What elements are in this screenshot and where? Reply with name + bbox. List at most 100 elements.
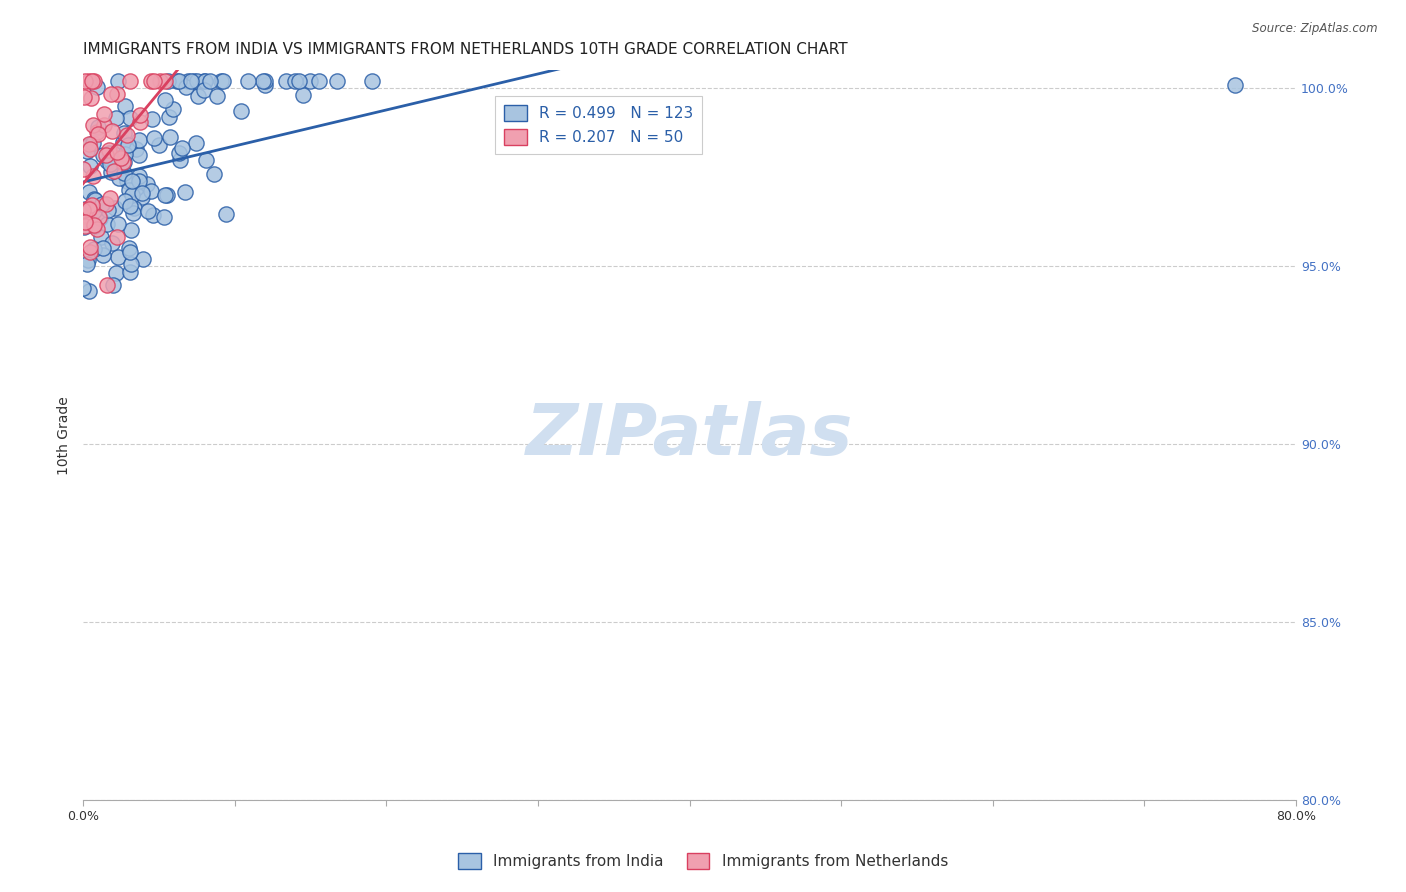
Point bbox=[90, 229, 112, 244]
Point bbox=[114, 99, 136, 113]
Point bbox=[184, 136, 207, 150]
Point bbox=[120, 223, 142, 237]
Point bbox=[89, 211, 111, 225]
Point bbox=[121, 187, 143, 202]
Point bbox=[73, 74, 96, 88]
Point bbox=[253, 74, 276, 88]
Point bbox=[87, 120, 110, 134]
Point bbox=[80, 198, 103, 212]
Point bbox=[86, 221, 108, 235]
Point bbox=[274, 74, 297, 88]
Point bbox=[174, 185, 197, 199]
Point bbox=[205, 89, 228, 103]
Point bbox=[100, 87, 122, 102]
Point bbox=[98, 191, 121, 205]
Point bbox=[82, 136, 104, 150]
Point bbox=[124, 142, 146, 156]
Point bbox=[193, 74, 215, 88]
Point bbox=[136, 178, 159, 192]
Point bbox=[169, 146, 191, 161]
Point bbox=[142, 208, 165, 222]
Point bbox=[97, 144, 120, 158]
Point bbox=[83, 219, 105, 233]
Point bbox=[96, 197, 118, 211]
Point bbox=[112, 166, 135, 180]
Point bbox=[287, 74, 309, 88]
Point bbox=[122, 206, 145, 220]
Point bbox=[284, 74, 307, 88]
Point bbox=[72, 202, 94, 217]
Point bbox=[361, 74, 384, 88]
Point bbox=[105, 111, 128, 125]
Legend: Immigrants from India, Immigrants from Netherlands: Immigrants from India, Immigrants from N… bbox=[451, 847, 955, 875]
Point bbox=[162, 102, 184, 116]
Point bbox=[195, 153, 218, 168]
Point bbox=[101, 277, 124, 292]
Point bbox=[180, 74, 202, 88]
Point bbox=[79, 159, 101, 173]
Point bbox=[91, 148, 114, 162]
Point bbox=[108, 170, 131, 185]
Point bbox=[111, 155, 134, 169]
Point bbox=[97, 146, 120, 161]
Point bbox=[82, 169, 104, 184]
Point bbox=[118, 245, 141, 260]
Point bbox=[139, 184, 162, 198]
Point bbox=[107, 250, 129, 264]
Point bbox=[153, 93, 176, 107]
Point bbox=[167, 74, 190, 88]
Point bbox=[105, 145, 128, 159]
Point bbox=[120, 74, 142, 88]
Text: Source: ZipAtlas.com: Source: ZipAtlas.com bbox=[1253, 22, 1378, 36]
Point bbox=[77, 74, 100, 88]
Point bbox=[82, 118, 104, 132]
Point bbox=[252, 74, 274, 88]
Point bbox=[128, 133, 150, 147]
Point bbox=[132, 252, 155, 267]
Point bbox=[94, 148, 117, 162]
Point bbox=[153, 74, 176, 88]
Point bbox=[174, 79, 197, 94]
Point bbox=[98, 157, 121, 171]
Y-axis label: 10th Grade: 10th Grade bbox=[58, 396, 72, 475]
Point bbox=[83, 192, 105, 206]
Point bbox=[193, 83, 215, 97]
Point bbox=[73, 208, 96, 222]
Point bbox=[115, 173, 138, 187]
Point bbox=[166, 74, 188, 88]
Point bbox=[73, 219, 96, 233]
Point bbox=[125, 181, 148, 195]
Point bbox=[93, 107, 115, 121]
Point bbox=[76, 257, 98, 271]
Text: IMMIGRANTS FROM INDIA VS IMMIGRANTS FROM NETHERLANDS 10TH GRADE CORRELATION CHAR: IMMIGRANTS FROM INDIA VS IMMIGRANTS FROM… bbox=[83, 42, 848, 57]
Point bbox=[142, 131, 165, 145]
Point bbox=[105, 229, 128, 244]
Point bbox=[183, 74, 205, 88]
Point bbox=[186, 74, 208, 88]
Point bbox=[87, 127, 110, 141]
Point bbox=[114, 194, 136, 208]
Point bbox=[117, 138, 139, 153]
Point bbox=[86, 125, 108, 139]
Point bbox=[117, 183, 139, 197]
Point bbox=[202, 168, 225, 182]
Point bbox=[91, 242, 114, 256]
Point bbox=[157, 110, 180, 124]
Point bbox=[139, 74, 162, 88]
Point bbox=[149, 74, 172, 88]
Point bbox=[76, 144, 98, 158]
Point bbox=[122, 201, 145, 215]
Point bbox=[114, 147, 136, 161]
Point bbox=[128, 148, 150, 162]
Point bbox=[93, 118, 115, 132]
Point bbox=[153, 188, 176, 202]
Point bbox=[91, 197, 114, 211]
Point bbox=[83, 74, 105, 88]
Point bbox=[72, 204, 94, 219]
Point bbox=[291, 88, 314, 103]
Point bbox=[120, 199, 142, 213]
Point bbox=[96, 202, 118, 217]
Point bbox=[89, 211, 111, 225]
Point bbox=[101, 124, 124, 138]
Point bbox=[177, 74, 200, 88]
